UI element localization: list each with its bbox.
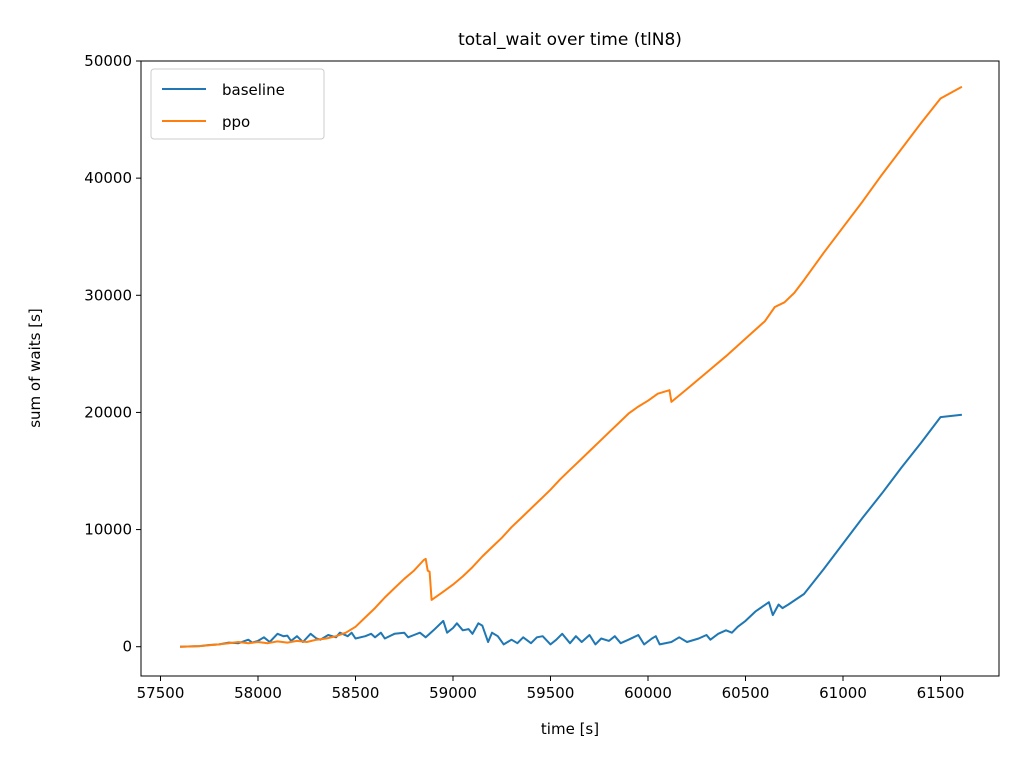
x-axis-label: time [s] <box>541 720 599 738</box>
x-tick-label: 58500 <box>332 684 380 702</box>
y-tick-label: 30000 <box>84 286 132 304</box>
x-tick-label: 57500 <box>137 684 185 702</box>
y-axis-label: sum of waits [s] <box>26 308 44 428</box>
y-tick-label: 10000 <box>84 521 132 539</box>
y-tick-label: 0 <box>122 638 132 656</box>
series-line-ppo <box>179 85 963 648</box>
chart-title: total_wait over time (tlN8) <box>458 30 682 50</box>
y-tick-label: 20000 <box>84 403 132 421</box>
x-tick-label: 61000 <box>819 684 867 702</box>
y-axis: 0 10000 20000 30000 40000 50000 <box>84 52 141 656</box>
legend-label-baseline: baseline <box>222 81 285 99</box>
legend: baseline ppo <box>150 68 325 140</box>
x-tick-label: 60500 <box>722 684 770 702</box>
x-tick-label: 59500 <box>527 684 575 702</box>
legend-label-ppo: ppo <box>222 113 250 131</box>
x-tick-label: 59000 <box>429 684 477 702</box>
y-tick-label: 50000 <box>84 52 132 70</box>
plot-frame <box>140 60 1000 677</box>
x-tick-label: 58000 <box>234 684 282 702</box>
x-tick-label: 61500 <box>917 684 965 702</box>
x-axis: 57500 58000 58500 59000 59500 60000 60500 61000… <box>137 676 965 702</box>
y-tick-label: 40000 <box>84 169 132 187</box>
series-group <box>179 85 963 648</box>
x-tick-label: 60000 <box>624 684 672 702</box>
series-line-baseline <box>179 413 963 648</box>
